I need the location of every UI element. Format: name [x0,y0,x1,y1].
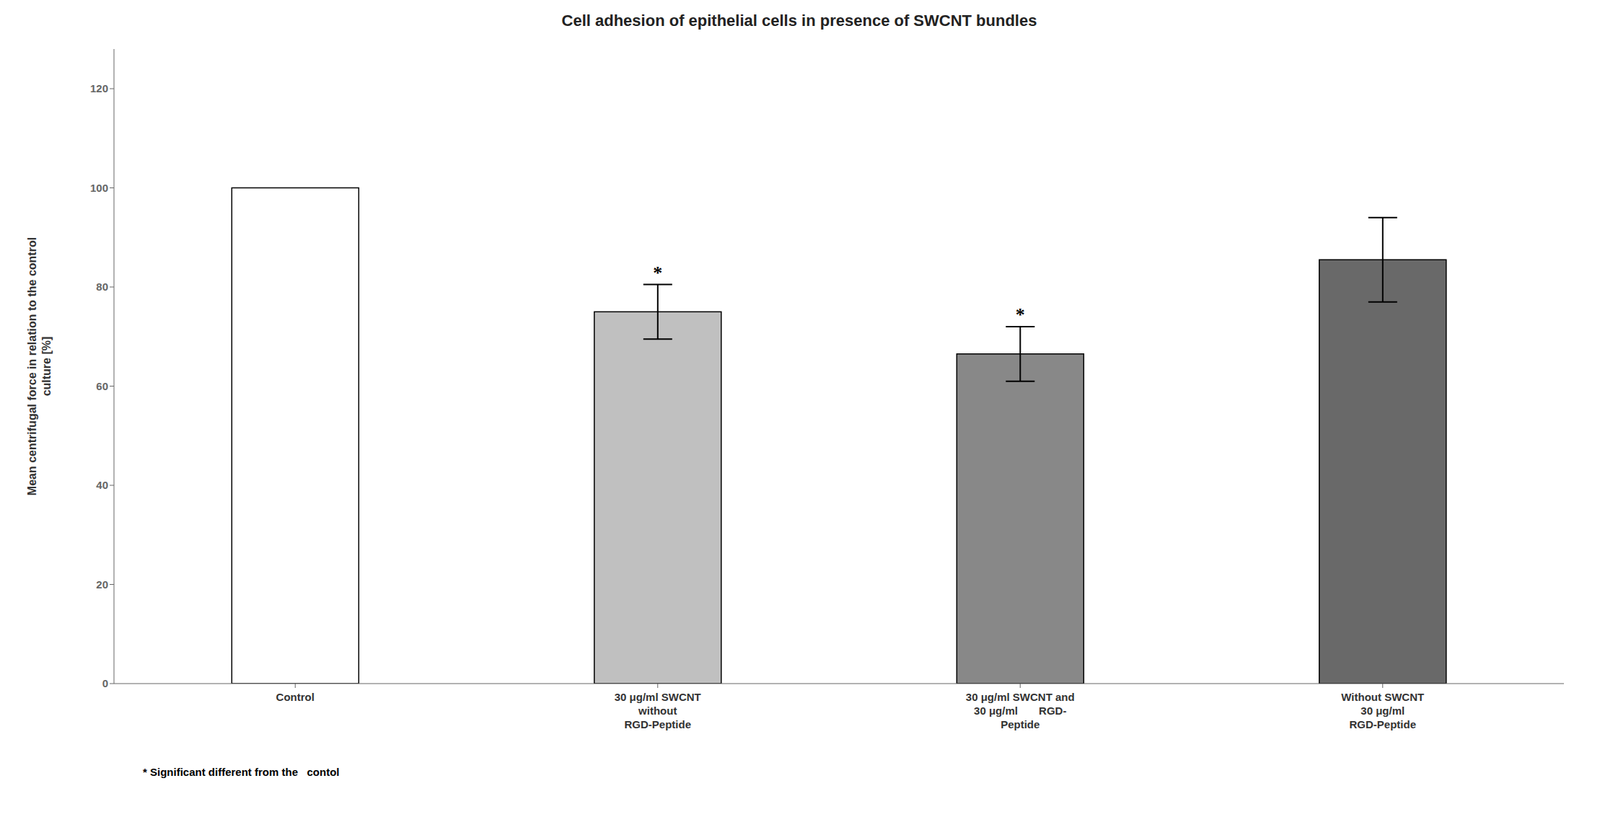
svg-text:120: 120 [90,82,109,95]
svg-text:30 μg/ml SWCNT and30 μg/ml: 30 μg/ml SWCNT and30 μg/ml RGD-Peptide [965,691,1075,731]
svg-text:80: 80 [95,280,109,293]
svg-text:40: 40 [95,478,109,492]
svg-text:Mean centrifugal force in rela: Mean centrifugal force in relation to th… [25,237,53,496]
svg-text:*: * [1015,304,1026,326]
svg-text:Without SWCNT30 μg/mlRGD-Pepti: Without SWCNT30 μg/mlRGD-Peptide [1341,691,1424,731]
svg-text:20: 20 [95,578,109,591]
svg-text:Control: Control [276,691,315,704]
svg-text:*: * [652,262,663,284]
svg-text:0: 0 [102,677,109,690]
svg-text:30 μg/ml SWCNTwithoutRGD-Pepti: 30 μg/ml SWCNTwithoutRGD-Peptide [614,691,702,731]
svg-text:100: 100 [90,181,109,195]
svg-text:60: 60 [95,380,109,393]
html-text:* Significant different from t: * Significant different from the contol [142,766,340,779]
html-text:Cell adhesion of epithelial ce: Cell adhesion of epithelial cells in pre… [561,11,1037,30]
